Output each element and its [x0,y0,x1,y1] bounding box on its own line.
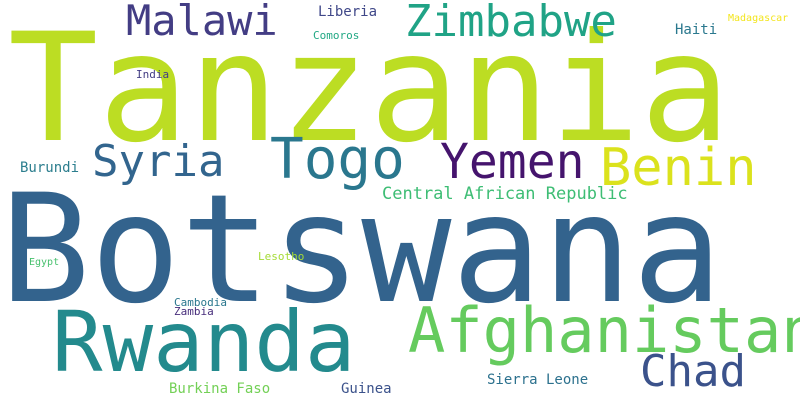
word-benin: Benin [600,138,757,198]
word-zimbabwe: Zimbabwe [405,0,617,47]
word-liberia: Liberia [318,4,378,20]
word-syria: Syria [92,136,225,187]
word-yemen: Yemen [440,134,585,190]
word-burkina-faso: Burkina Faso [169,381,271,397]
word-botswana: Botswana [0,163,723,337]
word-cambodia: Cambodia [174,296,227,309]
word-lesotho: Lesotho [258,250,305,263]
word-madagascar: Madagascar [728,13,789,24]
word-burundi: Burundi [20,160,80,176]
word-chad: Chad [640,346,746,397]
word-comoros: Comoros [313,29,360,42]
word-india: India [136,68,170,81]
word-guinea: Guinea [341,381,392,397]
word-sierra-leone: Sierra Leone [487,372,589,388]
word-tanzania: Tanzania [8,2,731,176]
word-rwanda: Rwanda [52,293,356,391]
word-central-african-republic: Central African Republic [382,184,628,204]
word-malawi: Malawi [126,0,278,45]
word-haiti: Haiti [675,22,718,38]
word-egypt: Egypt [29,257,60,268]
word-zambia: Zambia [174,305,214,318]
word-afghanistan: Afghanistan [408,294,800,367]
word-togo: Togo [270,127,405,192]
